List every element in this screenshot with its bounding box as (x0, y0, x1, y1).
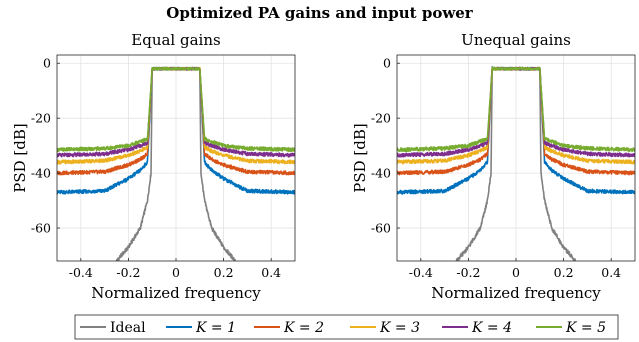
y-tick-label: -40 (31, 166, 51, 181)
legend: Ideal K = 1 K = 2 K = 3 K = 4 K = 5 (74, 314, 619, 340)
y-tick-label: -20 (31, 111, 51, 126)
x-tick-label: 0.4 (261, 265, 281, 280)
legend-label-k1: K = 1 (195, 320, 236, 336)
legend-label-k2: K = 2 (283, 320, 324, 336)
x-tick-label: -0.4 (69, 265, 93, 280)
subplot-left: -0.4 -0.2 0 0.2 0.4 0 -20 -40 -60 Equal gains Norm… (11, 31, 296, 302)
x-tick-label: 0.2 (214, 265, 234, 280)
x-tick-label: -0.2 (116, 265, 140, 280)
x-tick-label: 0 (172, 265, 180, 280)
y-axis-label: PSD [dB] (351, 123, 369, 193)
legend-box (74, 314, 619, 340)
x-tick-label: -0.2 (456, 265, 480, 280)
y-tick-label: 0 (43, 56, 51, 71)
subplot-right: -0.4 -0.2 0 0.2 0.4 0 -20 -40 -60 Unequal gains No… (351, 31, 636, 302)
figure-title: Optimized PA gains and input power (166, 4, 473, 22)
y-tick-label: 0 (383, 56, 391, 71)
x-axis-label: Normalized frequency (431, 284, 601, 302)
x-tick-label: 0.2 (554, 265, 574, 280)
series-line-k5 (397, 66, 635, 153)
subplot-title: Equal gains (131, 31, 220, 49)
y-tick-label: -60 (31, 221, 51, 236)
x-tick-label: -0.4 (409, 265, 433, 280)
legend-label-ideal: Ideal (110, 320, 146, 336)
x-tick-label: 0.4 (601, 265, 621, 280)
y-tick-label: -40 (371, 166, 391, 181)
x-tick-label: 0 (512, 265, 520, 280)
subplot-title: Unequal gains (461, 31, 571, 49)
legend-label-k5: K = 5 (565, 320, 606, 336)
series-line-k5 (57, 66, 295, 153)
x-axis-label: Normalized frequency (91, 284, 261, 302)
y-tick-label: -20 (371, 111, 391, 126)
legend-label-k4: K = 4 (471, 320, 512, 336)
y-tick-label: -60 (371, 221, 391, 236)
legend-label-k3: K = 3 (379, 320, 420, 336)
y-axis-label: PSD [dB] (11, 123, 29, 193)
